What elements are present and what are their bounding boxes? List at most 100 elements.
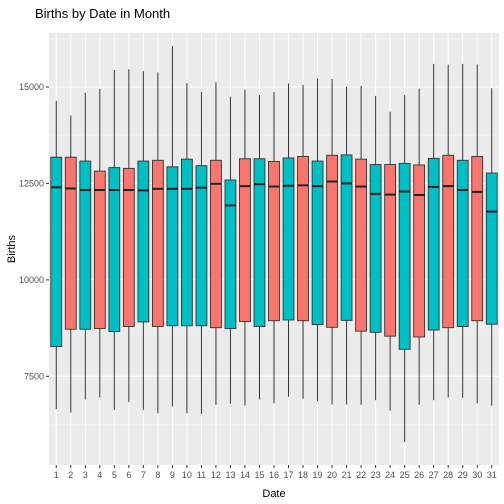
- box-iqr: [340, 154, 353, 321]
- x-tick-label: 28: [443, 470, 453, 480]
- box-day-25: [398, 95, 411, 442]
- box-day-13: [224, 96, 237, 404]
- y-tick-label: 15000: [19, 82, 44, 92]
- box-day-30: [471, 64, 484, 404]
- box-day-6: [122, 69, 135, 403]
- box-iqr: [384, 164, 397, 337]
- box-iqr: [79, 160, 92, 330]
- box-iqr: [297, 155, 309, 322]
- x-tick-label: 13: [225, 470, 235, 480]
- x-tick-label: 7: [141, 470, 146, 480]
- box-day-11: [195, 92, 208, 415]
- box-day-29: [456, 63, 469, 398]
- box-iqr: [485, 172, 498, 325]
- x-tick-label: 17: [284, 470, 294, 480]
- box-iqr: [369, 164, 382, 333]
- box-day-1: [50, 100, 63, 410]
- x-tick-label: 1: [54, 470, 59, 480]
- box-day-4: [93, 88, 106, 398]
- box-iqr: [311, 160, 324, 326]
- x-tick-label: 30: [472, 470, 482, 480]
- x-tick-label: 19: [313, 470, 323, 480]
- box-day-28: [442, 64, 455, 398]
- box-day-27: [427, 63, 440, 401]
- box-day-23: [369, 95, 382, 401]
- box-day-10: [181, 83, 193, 414]
- y-axis-title: Births: [6, 234, 18, 263]
- box-day-12: [210, 82, 222, 405]
- box-day-22: [355, 85, 367, 405]
- box-iqr: [64, 156, 77, 330]
- box-iqr: [122, 167, 135, 327]
- box-iqr: [50, 156, 63, 348]
- box-iqr: [239, 158, 251, 322]
- box-day-26: [413, 88, 426, 405]
- x-tick-label: 4: [97, 470, 102, 480]
- x-tick-label: 23: [371, 470, 381, 480]
- box-day-16: [268, 92, 280, 404]
- x-tick-label: 18: [298, 470, 308, 480]
- box-iqr: [151, 159, 164, 327]
- boxes-group: [50, 46, 498, 442]
- x-tick-label: 14: [240, 470, 250, 480]
- box-day-9: [166, 46, 179, 407]
- box-iqr: [471, 155, 484, 322]
- box-iqr: [137, 160, 150, 323]
- box-iqr: [355, 158, 367, 332]
- x-tick-label: 6: [126, 470, 131, 480]
- x-tick-label: 9: [170, 470, 175, 480]
- box-iqr: [427, 157, 440, 331]
- x-tick-label: 24: [385, 470, 395, 480]
- y-tick-label: 12500: [19, 178, 44, 188]
- box-iqr: [166, 166, 179, 327]
- box-iqr: [326, 154, 338, 328]
- box-day-5: [108, 70, 121, 410]
- x-tick-label: 21: [342, 470, 352, 480]
- y-axis: 7500 10000 12500 15000: [19, 82, 49, 381]
- box-day-20: [326, 78, 338, 405]
- box-day-24: [384, 111, 397, 411]
- box-iqr: [282, 157, 295, 321]
- x-tick-label: 20: [327, 470, 337, 480]
- x-tick-label: 29: [458, 470, 468, 480]
- box-day-8: [151, 72, 164, 414]
- box-day-3: [79, 92, 92, 400]
- box-iqr: [413, 164, 426, 338]
- y-tick-label: 10000: [19, 275, 44, 285]
- box-iqr: [181, 158, 193, 327]
- x-tick-label: 25: [400, 470, 410, 480]
- box-day-21: [340, 86, 353, 405]
- box-day-14: [239, 89, 251, 406]
- box-day-31: [485, 88, 498, 406]
- box-iqr: [268, 160, 280, 322]
- box-iqr: [224, 179, 237, 329]
- box-day-17: [282, 83, 295, 397]
- x-tick-label: 26: [414, 470, 424, 480]
- box-iqr: [108, 167, 121, 332]
- x-tick-label: 2: [68, 470, 73, 480]
- box-iqr: [442, 154, 455, 329]
- box-day-7: [137, 71, 150, 410]
- box-day-18: [297, 85, 309, 399]
- x-tick-label: 11: [197, 470, 206, 480]
- box-iqr: [195, 165, 208, 327]
- box-iqr: [456, 159, 469, 327]
- x-tick-label: 5: [112, 470, 117, 480]
- x-tick-label: 10: [182, 470, 192, 480]
- x-tick-label: 8: [155, 470, 160, 480]
- box-iqr: [253, 158, 266, 327]
- box-iqr: [210, 159, 222, 329]
- box-day-2: [64, 115, 77, 413]
- x-tick-label: 22: [356, 470, 366, 480]
- x-tick-label: 27: [429, 470, 439, 480]
- x-tick-label: 12: [211, 470, 221, 480]
- x-axis: 1 2 3 4 5 6 7 8 9 10 11 12 13 14 15 16 17 18 19 20 21 22 23 24 2…: [54, 465, 497, 480]
- box-iqr: [93, 170, 106, 329]
- box-day-19: [311, 78, 324, 402]
- box-iqr: [398, 162, 411, 350]
- chart-title: Births by Date in Month: [35, 6, 170, 21]
- x-tick-label: 31: [487, 470, 497, 480]
- x-axis-title: Date: [262, 488, 285, 500]
- box-day-15: [253, 95, 266, 400]
